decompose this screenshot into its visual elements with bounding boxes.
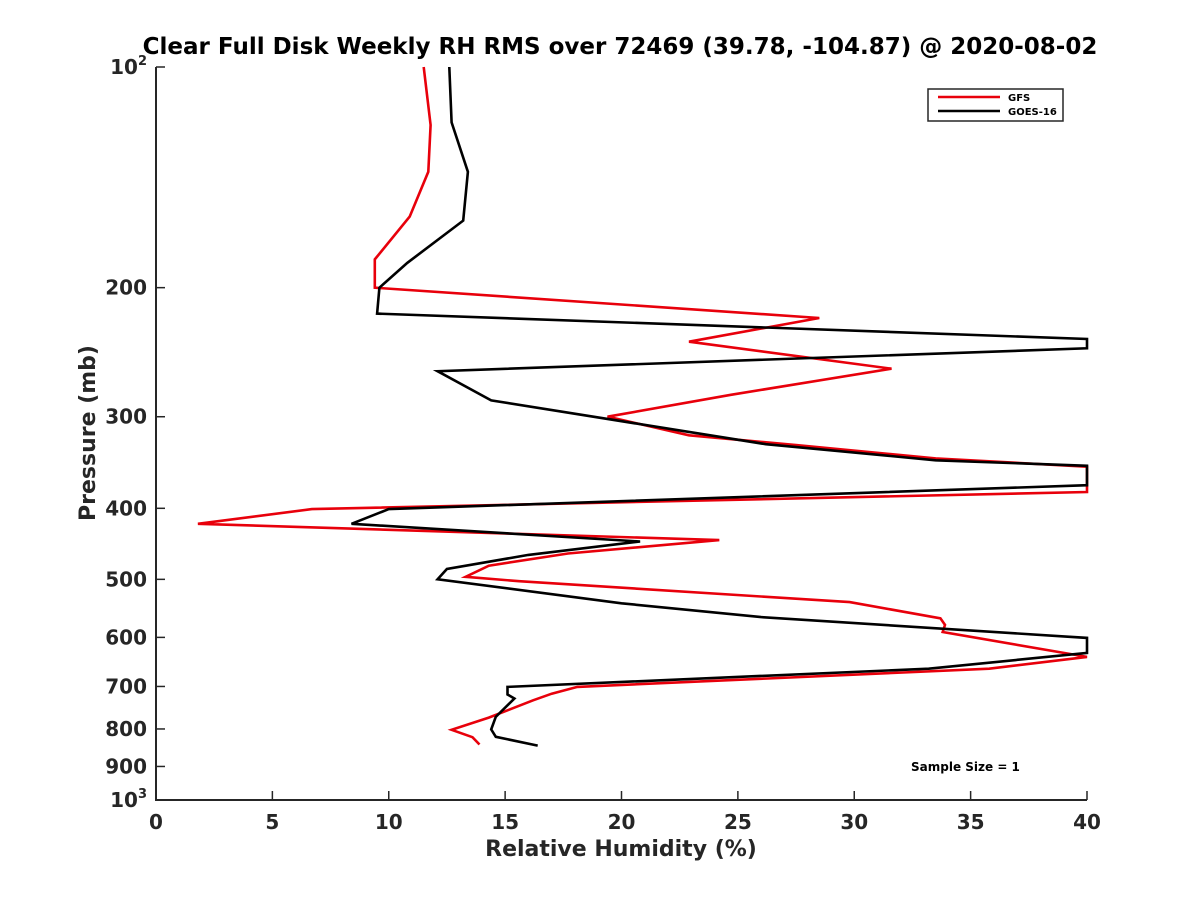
y-tick-label: 800 [105,717,147,741]
x-tick-label: 15 [491,810,519,834]
y-tick-label: 600 [105,625,147,649]
y-tick-label: 300 [105,405,147,429]
legend: GFS GOES-16 [927,88,1064,122]
y-tick-label: 400 [105,496,147,520]
x-tick-label: 35 [957,810,985,834]
x-tick-label: 5 [265,810,279,834]
legend-label-goes16: GOES-16 [1008,107,1057,118]
series-layer [197,66,1089,747]
x-tick-label: 0 [149,810,163,834]
y-tick-label: 200 [105,276,147,300]
y-ticks: 102 200 300 400 500 600 700 800 900 103 [105,54,165,812]
y-axis-label: Pressure (mb) [76,345,101,521]
x-tick-label: 10 [375,810,403,834]
x-axis-label: Relative Humidity (%) [485,837,757,862]
x-tick-label: 40 [1073,810,1101,834]
y-tick-label: 102 [110,54,147,79]
sample-size-annotation: Sample Size = 1 [911,760,1020,774]
legend-box [927,88,1064,122]
series-line-gfs [197,66,1089,746]
y-tick-label: 103 [110,787,147,812]
chart-title: Clear Full Disk Weekly RH RMS over 72469… [143,34,1098,60]
x-tick-label: 20 [608,810,636,834]
y-tick-label: 900 [105,754,147,778]
y-tick-label: 500 [105,567,147,591]
x-tick-label: 25 [724,810,752,834]
legend-label-gfs: GFS [1008,93,1030,104]
y-tick-label: 700 [105,674,147,698]
x-ticks: 0 5 10 15 20 25 30 35 40 [149,791,1101,834]
series-line-goes16 [351,66,1089,747]
x-tick-label: 30 [840,810,868,834]
